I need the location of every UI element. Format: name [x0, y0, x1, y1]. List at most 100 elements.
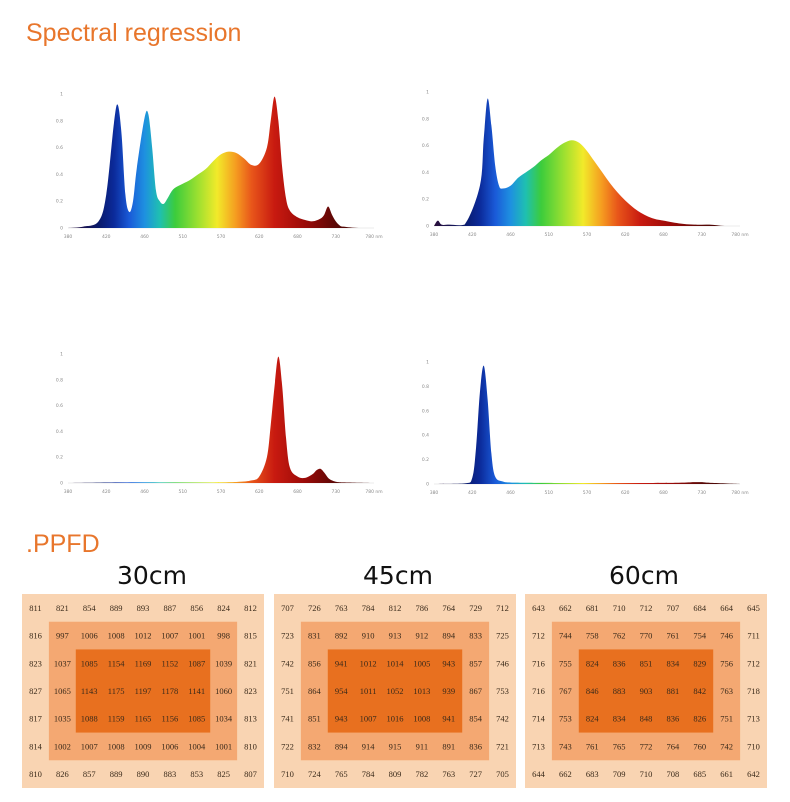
ppfd-cell-value: 712 [496, 603, 509, 613]
ppfd-cell-value: 1012 [135, 631, 152, 641]
ppfd-cell-value: 867 [469, 686, 482, 696]
ppfd-cell-value: 824 [586, 658, 600, 668]
ppfd-cell-value: 815 [244, 631, 257, 641]
ppfd-cell-value: 1008 [108, 631, 125, 641]
ppfd-cell-value: 1007 [161, 631, 178, 641]
spectrum-chart-1: 1 0.8 0.6 0.4 0.2 0 380 420 460 510 570 620 680 730 78… [52, 88, 383, 248]
ppfd-grid-45cm: 707 726 763 784 812 786 764 729 712 723 831 892 910 9… [274, 594, 516, 788]
ppfd-cell-value: 1007 [360, 714, 377, 724]
ppfd-cell-value: 742 [281, 658, 294, 668]
ppfd-cell-value: 685 [693, 769, 706, 779]
y-tick-label: 0.2 [56, 199, 63, 205]
ppfd-cell-value: 1088 [81, 714, 98, 724]
ppfd-cell-value: 823 [244, 686, 257, 696]
ppfd-cell-value: 1087 [188, 658, 205, 668]
ppfd-cell-value: 903 [640, 686, 653, 696]
ppfd-cell-value: 826 [693, 714, 706, 724]
ppfd-cell-value: 727 [469, 769, 482, 779]
ppfd-cell-value: 1001 [215, 741, 232, 751]
ppfd-cell-value: 834 [613, 714, 627, 724]
y-tick-label: 0 [426, 482, 429, 488]
ppfd-cell-value: 753 [496, 686, 509, 696]
x-tick-label: 620 [621, 490, 630, 496]
x-tick-label: 570 [217, 234, 226, 240]
x-tick-label: 570 [583, 490, 592, 496]
ppfd-cell-value: 833 [469, 631, 482, 641]
ppfd-cell-value: 910 [362, 631, 375, 641]
ppfd-section-title: .PPFD [26, 530, 100, 558]
x-tick-label: 510 [544, 490, 553, 496]
ppfd-cell-value: 755 [559, 658, 572, 668]
x-tick-label: 420 [468, 490, 477, 496]
ppfd-cell-value: 889 [110, 603, 123, 613]
ppfd-cell-value: 857 [469, 658, 482, 668]
ppfd-cell-value: 1006 [161, 741, 178, 751]
ppfd-cell-value: 817 [29, 714, 42, 724]
ppfd-cell-value: 1008 [108, 741, 125, 751]
ppfd-cell-value: 836 [469, 741, 482, 751]
ppfd-cell-value: 764 [442, 603, 456, 613]
x-tick-label: 620 [255, 234, 264, 240]
ppfd-cell-value: 854 [469, 714, 483, 724]
ppfd-cell-value: 710 [281, 769, 294, 779]
ppfd-cell-value: 1037 [54, 658, 71, 668]
spectrum-area [434, 365, 740, 484]
ppfd-cell-value: 1156 [162, 714, 179, 724]
x-tick-label: 510 [178, 234, 187, 240]
ppfd-cell-value: 851 [640, 658, 653, 668]
y-tick-label: 0.6 [422, 143, 429, 149]
ppfd-cell-value: 1004 [188, 741, 206, 751]
ppfd-cell-value: 707 [281, 603, 294, 613]
ppfd-cell-value: 1011 [360, 686, 377, 696]
ppfd-cell-value: 856 [190, 603, 203, 613]
ppfd-cell-value: 761 [586, 741, 599, 751]
ppfd-cell-value: 811 [29, 603, 41, 613]
ppfd-cell-value: 854 [83, 603, 97, 613]
ppfd-cell-value: 662 [559, 603, 572, 613]
spectrum-area [68, 96, 374, 229]
ppfd-cell-value: 997 [56, 631, 69, 641]
x-tick-label: 570 [217, 489, 226, 495]
ppfd-cell-value: 709 [613, 769, 626, 779]
x-tick-label: 420 [468, 232, 477, 238]
x-tick-label: 620 [255, 489, 264, 495]
ppfd-cell-value: 1159 [108, 714, 125, 724]
x-tick-label: 420 [102, 489, 111, 495]
x-tick-label: 730 [331, 489, 340, 495]
ppfd-cell-value: 810 [244, 741, 257, 751]
ppfd-cell-value: 823 [29, 658, 42, 668]
ppfd-cell-value: 812 [389, 603, 402, 613]
ppfd-cell-value: 762 [613, 631, 626, 641]
ppfd-cell-value: 998 [217, 631, 230, 641]
ppfd-cell-value: 889 [110, 769, 123, 779]
ppfd-cell-value: 765 [335, 769, 348, 779]
ppfd-cell-value: 883 [613, 686, 626, 696]
ppfd-cell-value: 813 [244, 714, 257, 724]
ppfd-cell-value: 1060 [215, 686, 232, 696]
ppfd-cell-value: 742 [720, 741, 733, 751]
x-tick-label: 780 nm [731, 490, 748, 496]
spectrum-chart-4: 1 0.8 0.6 0.4 0.2 0 380 420 460 510 570 620 680 730 78… [418, 356, 749, 504]
x-tick-label: 680 [293, 489, 302, 495]
ppfd-cell-value: 716 [532, 658, 545, 668]
ppfd-cell-value: 760 [693, 741, 706, 751]
ppfd-cell-value: 1007 [81, 741, 98, 751]
ppfd-cell-value: 1014 [387, 658, 405, 668]
ppfd-cell-value: 1152 [162, 658, 179, 668]
ppfd-cell-value: 829 [693, 658, 706, 668]
ppfd-cell-value: 824 [586, 714, 600, 724]
ppfd-cell-value: 825 [217, 769, 230, 779]
ppfd-cell-value: 1016 [387, 714, 404, 724]
ppfd-cell-value: 1197 [135, 686, 152, 696]
y-tick-label: 0.4 [422, 170, 429, 176]
x-tick-label: 780 nm [365, 489, 382, 495]
x-tick-label: 420 [102, 234, 111, 240]
ppfd-cell-value: 721 [496, 741, 509, 751]
ppfd-cell-value: 716 [532, 686, 545, 696]
y-tick-label: 0.8 [56, 377, 63, 383]
ppfd-cell-value: 941 [442, 714, 455, 724]
ppfd-cell-value: 756 [720, 658, 733, 668]
zone-inner [327, 649, 463, 733]
y-tick-label: 0.4 [422, 433, 429, 439]
